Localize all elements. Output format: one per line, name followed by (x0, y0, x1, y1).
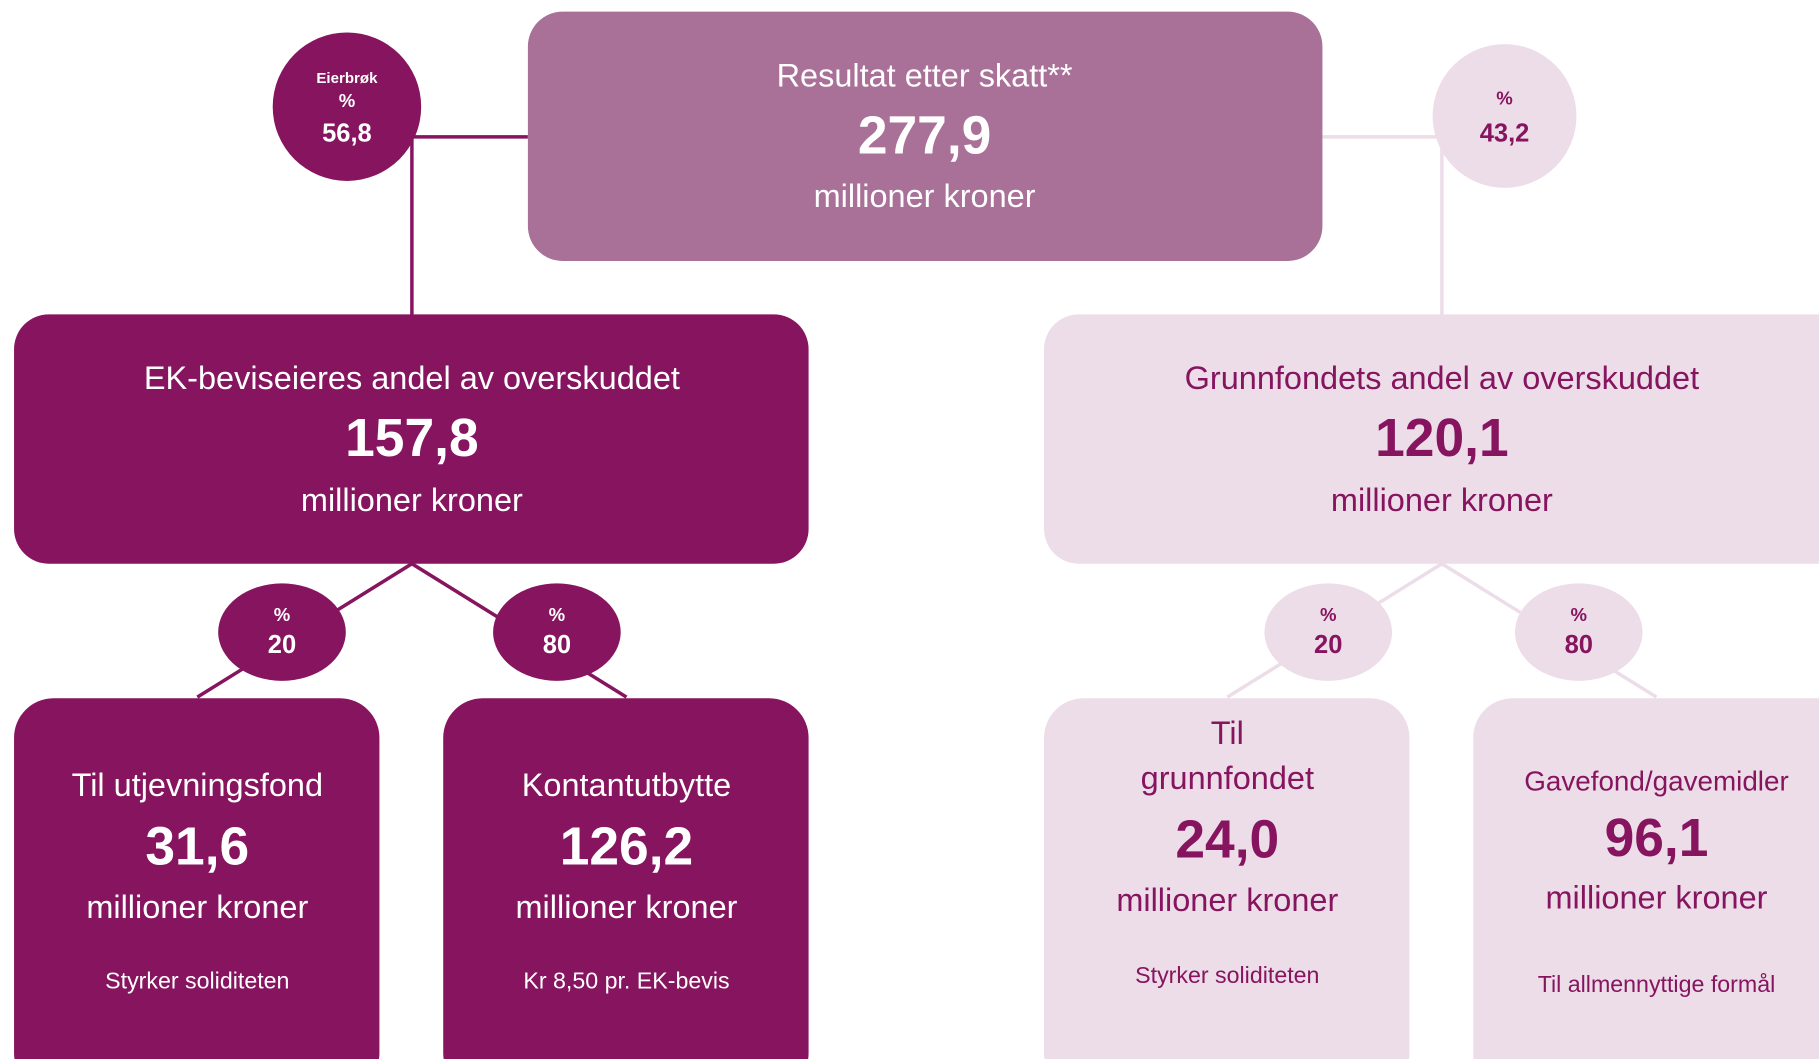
left-title: EK-beviseieres andel av overskuddet (144, 360, 680, 396)
child-value: 24,0 (1175, 810, 1279, 869)
split-value: 20 (1314, 631, 1342, 659)
owner-share-symbol: % (339, 90, 356, 111)
child-unit: millioner kroner (516, 889, 738, 925)
owner-share-circle (272, 32, 422, 181)
child-title: Til utjevningsfond (72, 767, 323, 803)
split-ellipse (1514, 583, 1643, 681)
left-value: 157,8 (345, 409, 479, 468)
child-note: Til allmennyttige formål (1538, 971, 1776, 997)
fund-share-circle (1432, 44, 1577, 188)
child-note: Kr 8,50 pr. EK-bevis (523, 968, 729, 994)
owner-share-label: Eierbrøk (316, 70, 378, 87)
split-symbol: % (1320, 604, 1337, 625)
split-symbol: % (274, 604, 291, 625)
fund-share-symbol: % (1496, 88, 1513, 109)
left-box (14, 314, 809, 564)
child-title: Til (1211, 715, 1244, 751)
split-value: 80 (543, 631, 571, 659)
split-ellipse (1264, 583, 1393, 681)
owner-share-value: 56,8 (322, 119, 372, 147)
child-box (1473, 698, 1819, 1059)
child-title: Kontantutbytte (522, 767, 731, 803)
fund-share-value: 43,2 (1480, 119, 1530, 147)
split-ellipse (493, 583, 621, 681)
child-unit: millioner kroner (1116, 882, 1338, 918)
top-value: 277,9 (858, 106, 992, 165)
child-unit: millioner kroner (1546, 880, 1768, 916)
child-title: grunnfondet (1141, 760, 1314, 796)
right-box (1044, 314, 1819, 564)
top-box (527, 11, 1323, 261)
child-note: Styrker soliditeten (105, 968, 289, 994)
right-title: Grunnfondets andel av overskuddet (1185, 360, 1699, 396)
connector (1322, 135, 1444, 316)
child-note: Styrker soliditeten (1135, 962, 1319, 988)
split-symbol: % (1571, 604, 1588, 625)
split-value: 20 (268, 631, 296, 659)
top-unit: millioner kroner (814, 178, 1036, 214)
child-value: 126,2 (560, 817, 693, 876)
right-value: 120,1 (1375, 409, 1508, 468)
connector (410, 135, 528, 316)
child-box (443, 698, 809, 1059)
split-ellipse (218, 583, 346, 681)
top-title: Resultat etter skatt** (777, 57, 1073, 93)
right-unit: millioner kroner (1331, 482, 1553, 518)
child-title: Gavefond/gavemidler (1524, 765, 1789, 796)
child-value: 31,6 (145, 817, 249, 876)
child-value: 96,1 (1605, 809, 1709, 868)
split-symbol: % (549, 604, 566, 625)
left-unit: millioner kroner (301, 482, 523, 518)
child-box (1044, 698, 1410, 1059)
child-box (14, 698, 380, 1059)
child-unit: millioner kroner (86, 889, 308, 925)
split-value: 80 (1565, 631, 1593, 659)
